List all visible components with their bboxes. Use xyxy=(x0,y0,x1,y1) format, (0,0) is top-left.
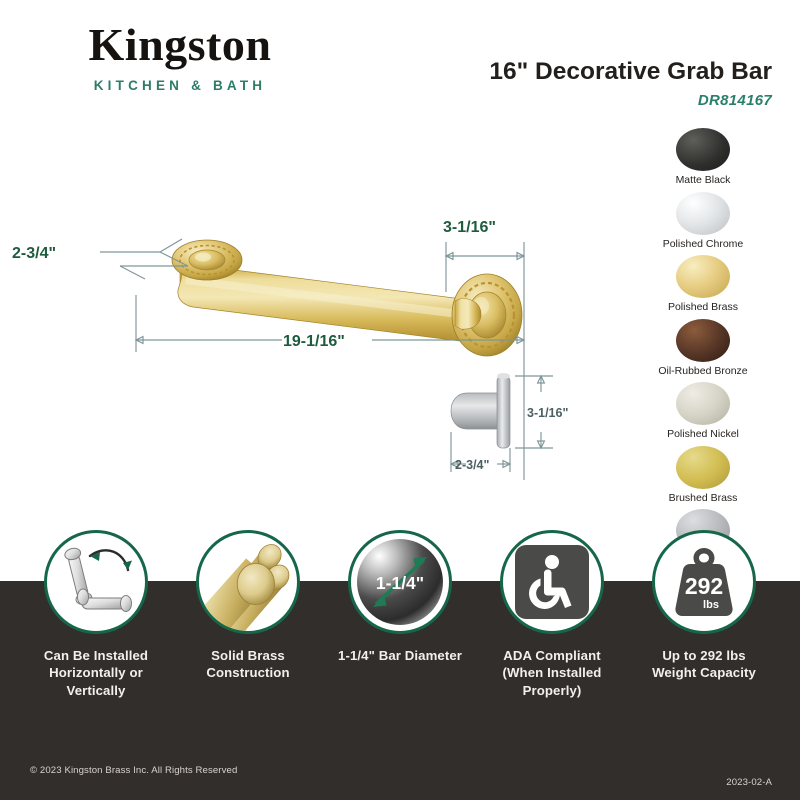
badge-label-line3: Properly) xyxy=(522,682,582,698)
badge-label: Solid Brass Construction xyxy=(174,647,322,682)
badge-circle xyxy=(44,530,148,634)
weight-unit: lbs xyxy=(703,599,719,611)
finish-option-brushed-brass[interactable]: Brushed Brass xyxy=(628,445,778,505)
swatch-matte-black xyxy=(676,128,730,171)
finish-label: Polished Chrome xyxy=(662,237,744,250)
badge-label-line1: ADA Compliant xyxy=(503,648,601,663)
badge-label: 1-1/4" Bar Diameter xyxy=(326,647,474,664)
weight-value: 292 xyxy=(685,573,723,599)
finish-option-oil-rubbed-bronze[interactable]: Oil-Rubbed Bronze xyxy=(628,318,778,378)
left-rosette xyxy=(171,239,243,281)
badge-label-line1: 1-1/4" Bar Diameter xyxy=(338,648,462,663)
swatch-polished-brass xyxy=(676,255,730,299)
badge-label-line2: Horizontally or xyxy=(49,665,143,681)
badge-installation-orientation: Can Be Installed Horizontally or Vertica… xyxy=(22,530,170,730)
finish-option-polished-chrome[interactable]: Polished Chrome xyxy=(628,191,778,251)
badge-ada-compliant: ADA Compliant (When Installed Properly) xyxy=(478,530,626,730)
model-number: DR814167 xyxy=(697,92,772,110)
bar-diameter-icon: 1-1/4" xyxy=(357,539,443,625)
swatch-polished-nickel xyxy=(676,382,730,426)
footer-revision: 2023-02-A xyxy=(726,777,772,788)
badge-solid-brass: Solid Brass Construction xyxy=(174,530,322,730)
finish-option-polished-brass[interactable]: Polished Brass xyxy=(628,255,778,314)
badge-label-line1: Can Be Installed xyxy=(43,648,149,663)
grab-bar-illustration xyxy=(171,239,523,357)
badge-bar-diameter: 1-1/4" 1-1/4" Bar Diameter xyxy=(326,530,474,730)
technical-drawing: 2-3/4" 3-1/16" 19-1/16" xyxy=(0,180,660,510)
badge-label: ADA Compliant (When Installed Properly) xyxy=(478,647,626,699)
finish-label: Brushed Brass xyxy=(668,491,738,504)
finish-label: Oil-Rubbed Bronze xyxy=(658,364,748,377)
badge-label-line2: Construction xyxy=(206,665,290,681)
finish-label: Polished Nickel xyxy=(667,428,739,441)
dimension-flange-depth: 2-3/4" xyxy=(12,238,189,280)
weight-icon: 292 lbs xyxy=(675,548,733,616)
brand-logo: Kingston KITCHEN & BATH xyxy=(30,19,330,94)
footer-copyright: © 2023 Kingston Brass Inc. All Rights Re… xyxy=(30,765,238,776)
dimension-label: 3-1/16" xyxy=(527,406,568,420)
dimension-label: 2-3/4" xyxy=(455,458,489,472)
swatch-brushed-brass xyxy=(676,445,730,489)
right-rosette xyxy=(451,273,523,357)
finish-label: Polished Brass xyxy=(667,301,739,314)
dimension-label: 19-1/16" xyxy=(283,333,345,350)
finish-option-polished-nickel[interactable]: Polished Nickel xyxy=(628,382,778,441)
wheelchair-accessibility-icon xyxy=(515,545,589,619)
dimension-overall-length: 19-1/16" xyxy=(134,295,526,352)
badge-label-line2: (When Installed xyxy=(502,665,602,681)
page-title: 16" Decorative Grab Bar xyxy=(489,58,772,85)
badge-circle xyxy=(196,530,300,634)
orientation-icon xyxy=(64,547,132,612)
badge-label-line1: Solid Brass xyxy=(211,648,285,663)
badge-label-line1: Up to 292 lbs xyxy=(662,648,746,663)
side-view-detail: 3-1/16" 2-3/4" xyxy=(449,373,568,472)
badge-circle xyxy=(500,530,604,634)
brand-name: Kingston xyxy=(88,19,272,70)
badge-weight-capacity: 292 lbs Up to 292 lbs Weight Capacity xyxy=(630,530,778,730)
swatch-polished-chrome xyxy=(676,191,730,235)
feature-badge-row: Can Be Installed Horizontally or Vertica… xyxy=(0,530,800,730)
badge-label: Up to 292 lbs Weight Capacity xyxy=(630,647,778,682)
brass-rods-icon xyxy=(199,544,290,631)
dimension-label: 3-1/16" xyxy=(443,219,496,236)
badge-label-line3: Vertically xyxy=(66,682,126,698)
badge-circle: 292 lbs xyxy=(652,530,756,634)
finish-option-matte-black[interactable]: Matte Black xyxy=(628,128,778,187)
badge-circle: 1-1/4" xyxy=(348,530,452,634)
bar-diameter-value: 1-1/4" xyxy=(376,573,424,593)
swatch-oil-rubbed-bronze xyxy=(676,318,730,362)
dimension-label: 2-3/4" xyxy=(12,245,56,262)
brand-tagline: KITCHEN & BATH xyxy=(93,78,267,93)
title-block: 16" Decorative Grab Bar DR814167 xyxy=(489,58,772,109)
dimension-flange-width: 3-1/16" xyxy=(443,219,526,480)
badge-label-line2: Weight Capacity xyxy=(652,665,756,681)
badge-label: Can Be Installed Horizontally or Vertica… xyxy=(22,647,170,699)
finish-label: Matte Black xyxy=(675,174,731,186)
